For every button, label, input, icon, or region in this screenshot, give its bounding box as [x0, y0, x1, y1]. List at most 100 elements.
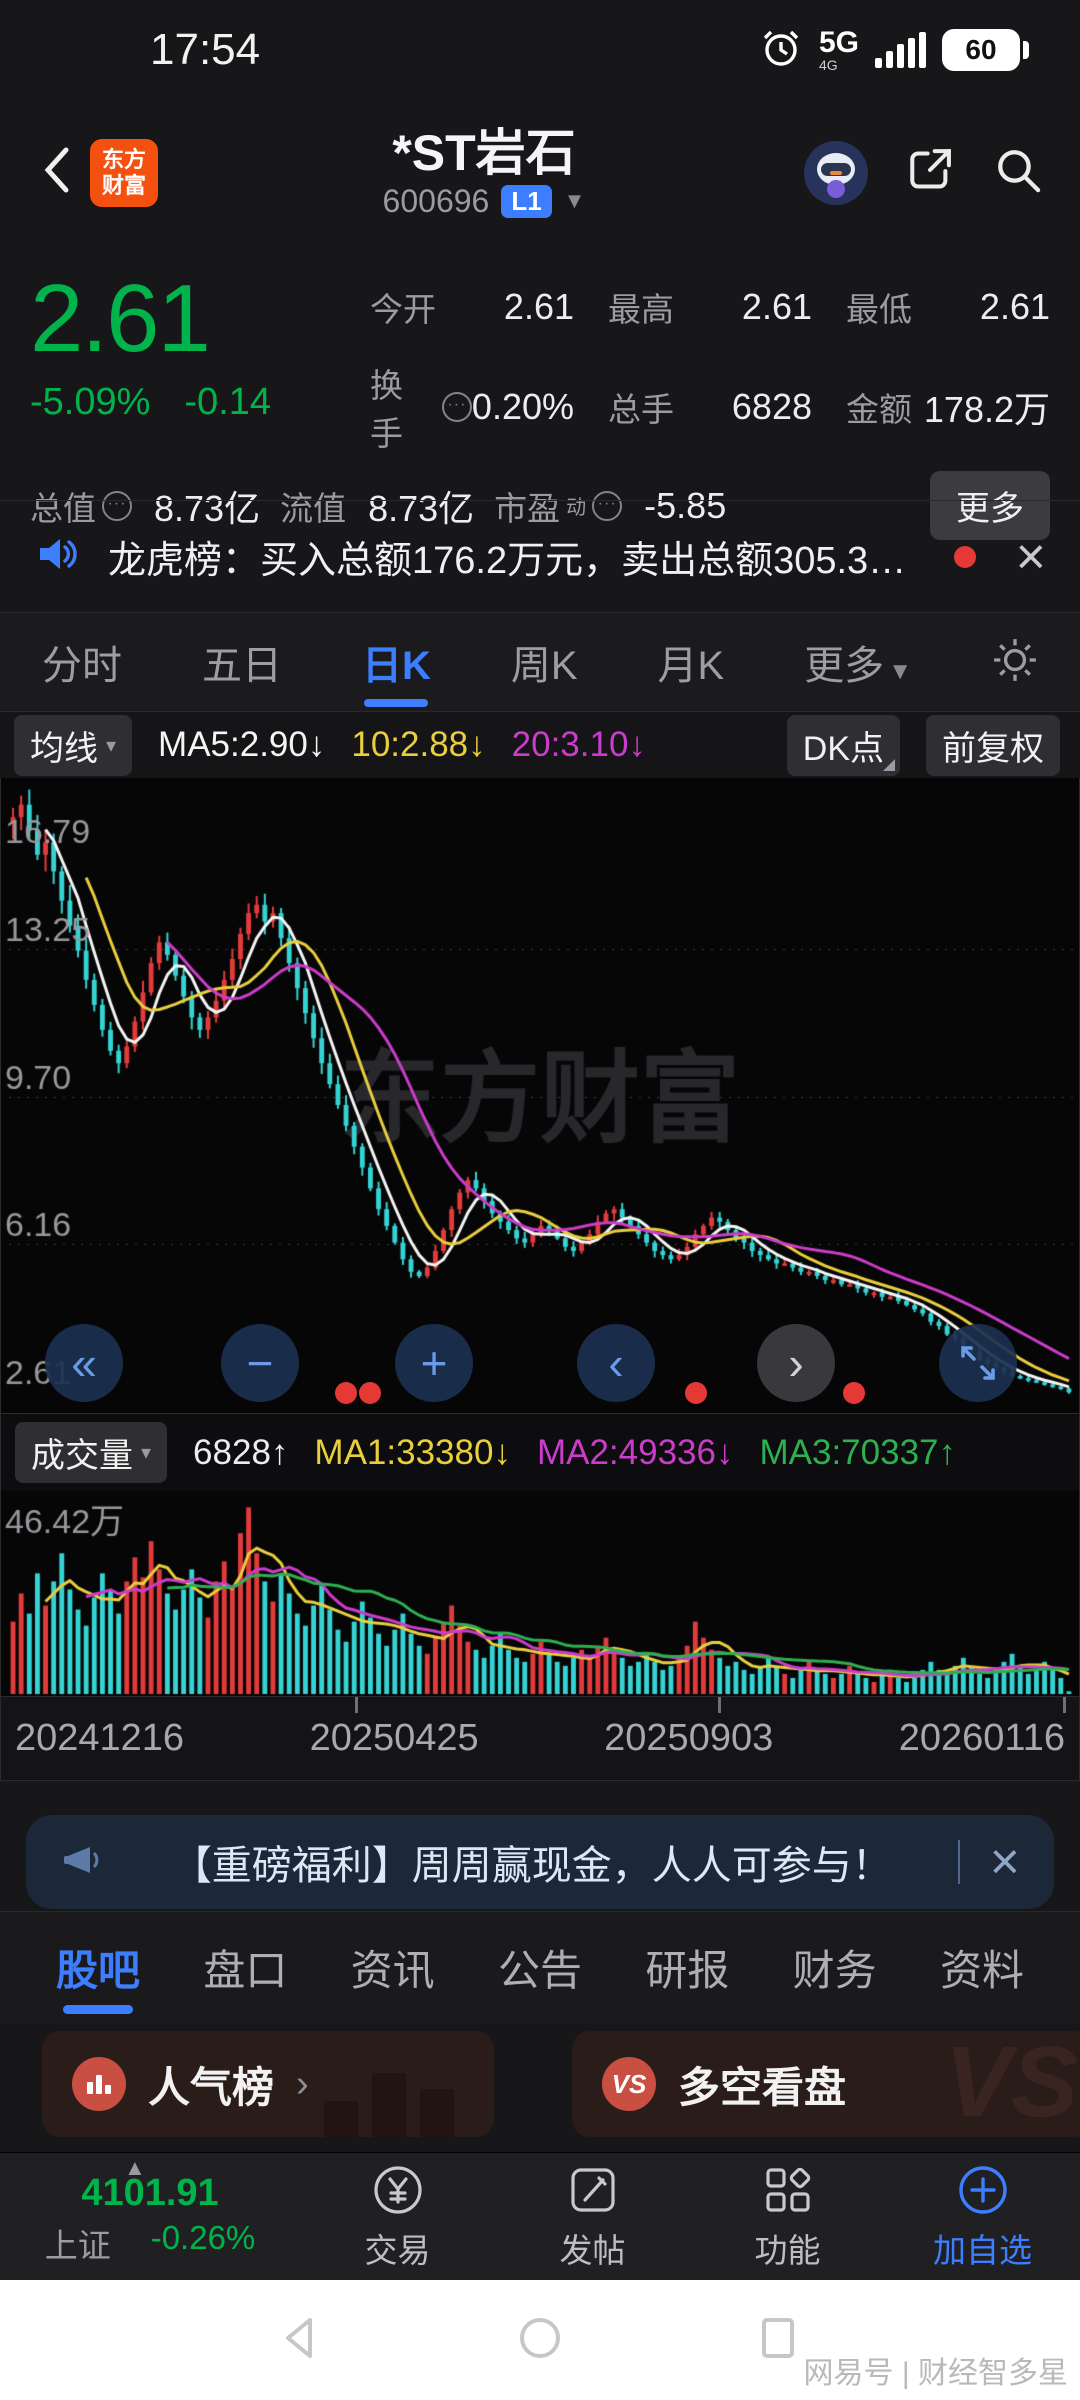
dk-point-button[interactable]: DK点	[786, 714, 900, 776]
search-icon[interactable]	[992, 144, 1044, 201]
forward-adjust-button[interactable]: 前复权	[926, 714, 1060, 776]
promo-banner[interactable]: 【重磅福利】周周赢现金，人人可参与！ ×	[26, 1815, 1054, 1909]
close-icon[interactable]: ×	[989, 1833, 1020, 1891]
share-icon[interactable]	[904, 144, 956, 201]
ma-selector[interactable]: 均线 ▾	[14, 714, 133, 776]
price-block: 2.61 -5.09% -0.14	[30, 271, 370, 455]
pan-left-button[interactable]: ‹	[577, 1324, 655, 1402]
vol-ma3-legend: MA3:70337↑	[759, 1432, 957, 1472]
info-icon[interactable]: ···	[441, 392, 472, 422]
promo-text: 【重磅福利】周周赢现金，人人可参与！	[171, 1844, 892, 1888]
fullscreen-button[interactable]	[939, 1324, 1017, 1402]
bull-bear-card[interactable]: VS VS 多空看盘	[572, 2031, 1080, 2137]
trade-button[interactable]: 交易	[300, 2162, 495, 2272]
kline-chart[interactable]	[1, 778, 1079, 1413]
index-change: -0.26%	[150, 2219, 256, 2256]
tab-research[interactable]: 研报	[645, 1947, 730, 1994]
tab-daily-k[interactable]: 日K	[362, 619, 431, 705]
triangle-down-icon: ▼	[563, 188, 586, 213]
axis-tick	[355, 1697, 358, 1713]
more-button[interactable]: 更多	[930, 471, 1050, 540]
nav-back-button[interactable]	[278, 2314, 326, 2367]
add-plus-icon	[958, 2165, 1007, 2214]
status-icons: 5G 4G 60	[759, 26, 1029, 75]
tab-news[interactable]: 资讯	[350, 1947, 435, 1994]
post-button[interactable]: 发帖	[495, 2162, 690, 2272]
signal-icon	[875, 32, 926, 68]
close-icon[interactable]: ×	[1015, 527, 1046, 586]
section-tabs: 股吧 盘口 资讯 公告 研报 财务 资料	[0, 1911, 1080, 2023]
marker-dot	[359, 1382, 381, 1404]
tab-monthly-k[interactable]: 月K	[657, 644, 725, 688]
divider	[957, 1840, 960, 1884]
index-name: 上证	[44, 2227, 111, 2264]
axis-tick	[1063, 1697, 1066, 1713]
volume-chart-area[interactable]	[0, 1491, 1080, 1696]
quote-row3: 总值 ··· 8.73亿 流值 8.73亿 市盈动 ··· -5.85 更多	[30, 471, 1050, 540]
quote-level-badge: L1	[501, 184, 552, 218]
live-dot	[953, 545, 976, 568]
field-high: 最高 2.61	[608, 286, 812, 328]
functions-button[interactable]: 功能	[690, 2162, 885, 2272]
stock-code: 600696	[382, 182, 490, 219]
jump-start-button[interactable]: «	[45, 1324, 123, 1402]
field-float-value: 流值 8.73亿	[280, 487, 475, 529]
last-price: 2.61	[30, 265, 211, 372]
tab-more-periods[interactable]: 更多 ▼	[804, 644, 912, 688]
tab-profile[interactable]: 资料	[939, 1947, 1024, 1994]
functions-icon	[765, 2167, 810, 2212]
tab-financials[interactable]: 财务	[792, 1947, 877, 1994]
back-button[interactable]	[36, 142, 76, 203]
tab-announcements[interactable]: 公告	[497, 1947, 582, 1994]
site-watermark: 网易号 | 财经智多星	[803, 2357, 1068, 2390]
field-low: 最低 2.61	[846, 286, 1050, 328]
caret-down-icon: ▼	[888, 658, 912, 685]
caret-down-icon: ▾	[141, 1442, 152, 1464]
volume-selector[interactable]: 成交量 ▾	[15, 1422, 168, 1483]
header-actions	[804, 140, 1044, 205]
tab-minute[interactable]: 分时	[42, 644, 122, 688]
kline-chart-area[interactable]: « − + ‹ ›	[0, 778, 1080, 1413]
axis-tick	[718, 1697, 721, 1713]
ma10-legend: 10:2.88↓	[351, 725, 486, 764]
zoom-in-button[interactable]: +	[395, 1324, 473, 1402]
title-block: *ST岩石 600696 L1 ▼	[164, 125, 804, 220]
date-label: 20260116	[898, 1717, 1065, 1759]
info-icon[interactable]: ···	[592, 490, 623, 521]
field-pe-ratio: 市盈动 ··· -5.85	[494, 484, 727, 527]
clock-time: 17:54	[150, 25, 261, 74]
quote-panel: 2.61 -5.09% -0.14 今开 2.61 最高 2.61	[0, 245, 1080, 540]
index-value: 4101.91	[81, 2172, 219, 2214]
ranking-icon	[72, 2057, 126, 2111]
nav-home-button[interactable]	[516, 2314, 564, 2367]
nav-recents-button[interactable]	[754, 2314, 802, 2367]
tab-order-book[interactable]: 盘口	[203, 1947, 288, 1994]
up-caret-icon[interactable]: ▲	[124, 2155, 146, 2180]
info-icon[interactable]: ···	[102, 490, 132, 521]
vol-ma1-legend: MA1:33380↓	[314, 1432, 511, 1472]
field-open: 今开 2.61	[370, 286, 574, 328]
stock-code-row[interactable]: 600696 L1 ▼	[164, 183, 804, 220]
volume-chart[interactable]	[1, 1491, 1079, 1696]
zoom-out-button[interactable]: −	[221, 1324, 299, 1402]
marker-dot	[843, 1382, 865, 1404]
tab-weekly-k[interactable]: 周K	[510, 644, 578, 688]
pan-right-button[interactable]: ›	[757, 1324, 835, 1402]
popularity-rank-card[interactable]: 人气榜 ›	[42, 2031, 494, 2137]
dragon-tiger-banner[interactable]: 龙虎榜：买入总额176.2万元，卖出总额305.3… ×	[0, 500, 1080, 612]
index-quote-button[interactable]: 4101.91 上证 -0.26%	[0, 2166, 300, 2267]
ma-indicator-bar: 均线 ▾ MA5:2.90↓ 10:2.88↓ 20:3.10↓ DK点 前复权	[0, 712, 1080, 778]
change-row: -5.09% -0.14	[30, 381, 370, 424]
chevron-right-icon: ›	[296, 2062, 309, 2105]
date-label: 20250425	[309, 1717, 479, 1759]
marker-dot	[335, 1382, 357, 1404]
tab-five-day[interactable]: 五日	[201, 644, 282, 688]
caret-down-icon: ▾	[106, 734, 117, 757]
assistant-avatar-button[interactable]	[804, 140, 868, 205]
tab-stock-forum[interactable]: 股吧	[56, 1921, 140, 2014]
add-watchlist-button[interactable]: 加自选	[885, 2162, 1080, 2272]
chart-settings-gear-icon[interactable]	[992, 637, 1038, 688]
vs-icon: VS	[602, 2057, 656, 2111]
eastmoney-logo[interactable]: 东方 财富	[90, 138, 158, 207]
